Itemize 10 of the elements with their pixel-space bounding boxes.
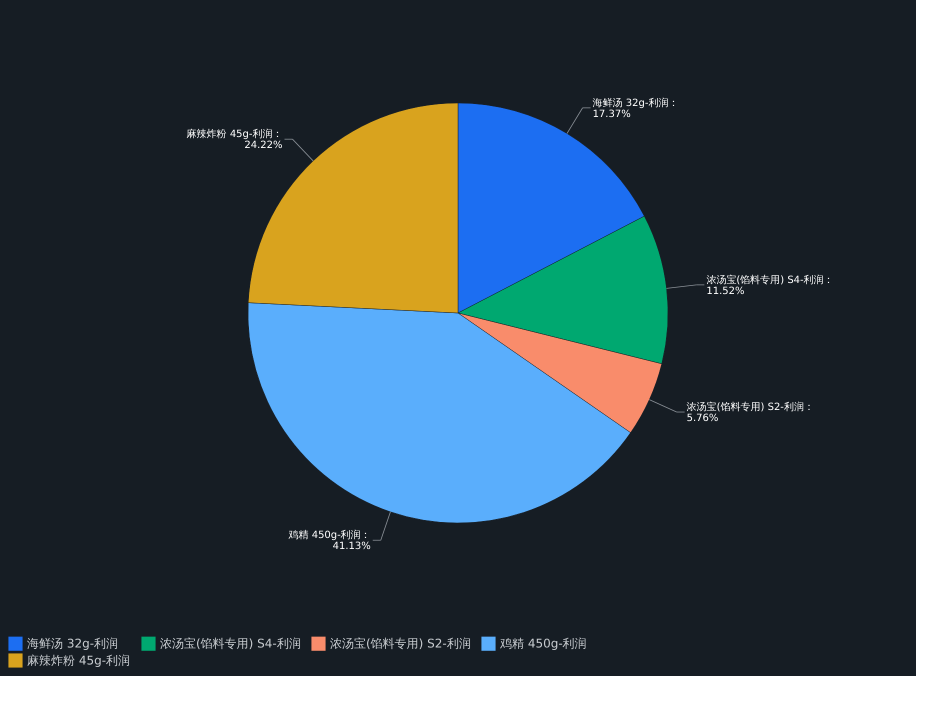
data-label: 海鲜汤 32g-利润： 17.37% <box>592 96 678 120</box>
data-label: 麻辣炸粉 45g-利润： 24.22% <box>186 128 283 152</box>
legend-label: 浓汤宝(馅料专用) S4-利润 <box>160 636 301 651</box>
data-label: 浓汤宝(馅料专用) S2-利润： 5.76% <box>686 401 814 424</box>
legend-label: 鸡精 450g-利润 <box>499 636 587 651</box>
legend-label: 麻辣炸粉 45g-利润 <box>27 654 130 668</box>
legend-label: 海鲜汤 32g-利润 <box>27 636 118 651</box>
legend-label: 浓汤宝(馅料专用) S2-利润 <box>330 636 471 651</box>
data-label: 浓汤宝(馅料专用) S4-利润： 11.52% <box>706 274 834 297</box>
data-label: 鸡精 450g-利润： 41.13% <box>288 529 371 552</box>
